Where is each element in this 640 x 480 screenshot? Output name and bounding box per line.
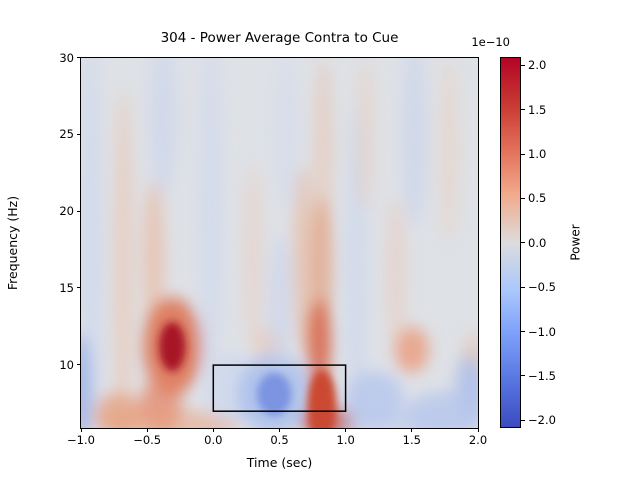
y-tick-label: 20 (59, 204, 74, 219)
x-tick-label: 0.0 (204, 433, 223, 447)
y-tick-label: 30 (59, 50, 74, 65)
colorbar-tick-label: −0.5 (528, 280, 556, 295)
heatmap-feature (143, 180, 165, 334)
heatmap-feature (313, 57, 333, 242)
colorbar-tick-mark (521, 64, 525, 66)
heatmap-feature (332, 410, 465, 428)
heatmap-axes (80, 56, 479, 429)
x-tick-mark (146, 427, 148, 432)
plot-title: 304 - Power Average Contra to Cue (160, 30, 399, 46)
x-tick-mark (345, 427, 347, 432)
x-tick-label: 0.5 (270, 433, 289, 447)
colorbar-tick-mark (521, 419, 525, 421)
colorbar-tick-mark (521, 331, 525, 332)
colorbar-tick-mark (521, 153, 525, 155)
colorbar-tick-mark (521, 109, 525, 111)
x-tick-mark (477, 427, 479, 432)
heatmap-feature (311, 195, 333, 334)
colorbar-tick-label: 2.0 (528, 58, 547, 73)
colorbar-tick-mark (521, 375, 525, 377)
colorbar-tick-label: −1.5 (528, 368, 556, 383)
y-tick-mark (77, 57, 81, 58)
colorbar-tick-label: 1.0 (528, 147, 547, 162)
x-tick-label: −1.0 (67, 433, 95, 447)
colorbar-tick-label: −2.0 (528, 413, 556, 428)
colorbar-tick-label: 0.0 (528, 235, 547, 250)
x-tick-label: 1.5 (402, 433, 421, 447)
colorbar-offset-text: 1e−10 (471, 35, 510, 49)
heatmap-feature (438, 57, 460, 242)
heatmap-feature (267, 234, 292, 373)
y-tick-mark (77, 210, 81, 212)
heatmap-feature (307, 369, 337, 428)
y-tick-mark (77, 364, 81, 366)
x-tick-mark (80, 427, 82, 432)
y-tick-mark (77, 133, 81, 135)
colorbar-tick-label: 0.5 (528, 191, 547, 206)
colorbar-label: Power (568, 224, 583, 261)
y-tick-label: 10 (59, 357, 74, 372)
x-tick-mark (279, 427, 280, 432)
heatmap-feature (274, 57, 298, 212)
heatmap-image (81, 57, 478, 428)
x-tick-label: 2.0 (468, 433, 488, 447)
x-tick-label: 1.0 (336, 433, 355, 447)
y-tick-label: 15 (59, 280, 74, 295)
heatmap-feature (385, 195, 407, 350)
heatmap-feature (198, 57, 223, 380)
heatmap-feature (401, 57, 428, 227)
heatmap-feature (81, 333, 92, 428)
heatmap-feature (159, 321, 186, 371)
y-tick-mark (77, 287, 81, 289)
roi-annotation-box (212, 363, 347, 412)
heatmap-feature (356, 57, 375, 212)
colorbar-tick-mark (521, 242, 525, 244)
y-tick-label: 25 (59, 127, 74, 142)
heatmap-feature (307, 298, 332, 385)
colorbar-tick-label: 1.5 (528, 102, 547, 117)
x-tick-mark (411, 427, 413, 432)
heatmap-feature (394, 326, 429, 373)
heatmap-feature (94, 409, 240, 428)
colorbar-tick-mark (521, 197, 525, 199)
x-tick-mark (212, 427, 214, 432)
heatmap-feature (292, 165, 314, 350)
heatmap-feature (463, 330, 478, 368)
heatmap-feature (81, 57, 103, 428)
heatmap-feature (112, 88, 134, 428)
colorbar-tick-mark (521, 286, 525, 288)
heatmap-feature (242, 165, 264, 350)
colorbar (500, 57, 521, 429)
heatmap-feature (148, 57, 178, 196)
x-tick-label: −0.5 (133, 433, 162, 447)
x-axis-label: Time (sec) (246, 455, 313, 470)
colorbar-tick-label: −1.0 (528, 324, 556, 339)
heatmap-feature (257, 372, 292, 416)
y-axis-label: Frequency (Hz) (5, 195, 20, 291)
